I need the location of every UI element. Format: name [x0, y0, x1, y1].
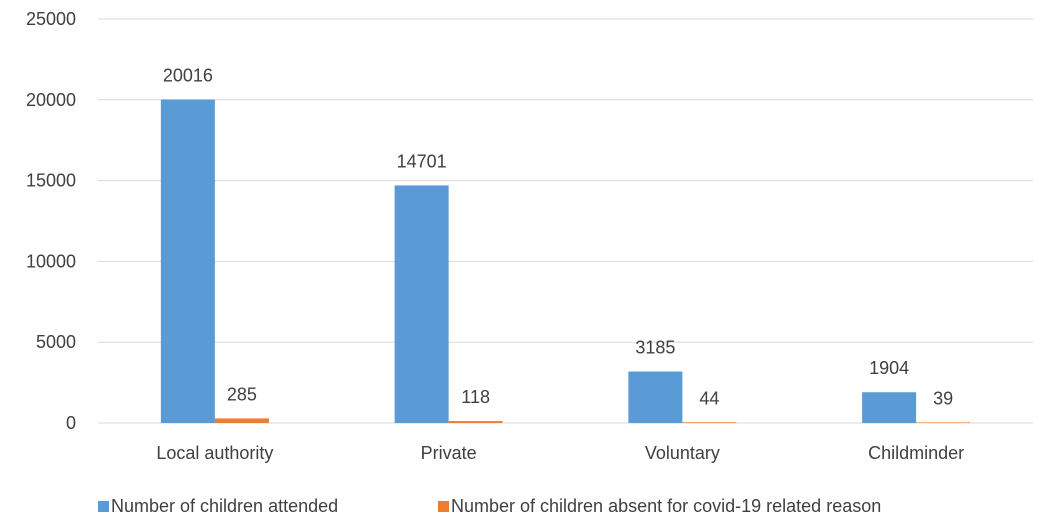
- bar-absent: [916, 422, 971, 423]
- y-tick-label: 0: [66, 413, 76, 433]
- bars: [160, 99, 971, 423]
- legend: Number of children attended Number of chi…: [98, 496, 881, 516]
- legend-label: Number of children attended: [111, 496, 338, 516]
- legend-swatch: [98, 501, 109, 512]
- data-labels: 20016 285 14701 118 3185 44 1904 39: [163, 66, 953, 409]
- data-label: 44: [699, 388, 719, 408]
- category-label: Childminder: [868, 443, 964, 463]
- bar-absent: [682, 422, 737, 423]
- data-label: 14701: [397, 151, 447, 171]
- bar-attended: [160, 99, 215, 423]
- bar-attended: [862, 392, 917, 423]
- y-tick-label: 5000: [36, 332, 76, 352]
- data-label: 39: [933, 388, 953, 408]
- y-axis-tick-labels: 0 5000 10000 15000 20000 25000: [26, 9, 76, 433]
- y-tick-label: 20000: [26, 90, 76, 110]
- data-label: 118: [461, 387, 490, 407]
- y-tick-label: 25000: [26, 9, 76, 29]
- legend-label: Number of children absent for covid-19 r…: [451, 496, 881, 516]
- y-tick-label: 10000: [26, 251, 76, 271]
- category-label: Local authority: [156, 443, 273, 463]
- x-axis-category-labels: Local authority Private Voluntary Childmind…: [156, 443, 964, 463]
- data-label: 285: [227, 384, 257, 404]
- bar-absent: [448, 421, 503, 423]
- bar-absent: [214, 418, 269, 423]
- data-label: 3185: [635, 338, 675, 358]
- category-label: Voluntary: [645, 443, 720, 463]
- category-label: Private: [421, 443, 477, 463]
- data-label: 1904: [869, 358, 909, 378]
- bar-attended: [394, 185, 449, 423]
- bar-attended: [628, 371, 683, 423]
- legend-swatch: [438, 501, 449, 512]
- y-tick-label: 15000: [26, 171, 76, 191]
- data-label: 20016: [163, 66, 213, 86]
